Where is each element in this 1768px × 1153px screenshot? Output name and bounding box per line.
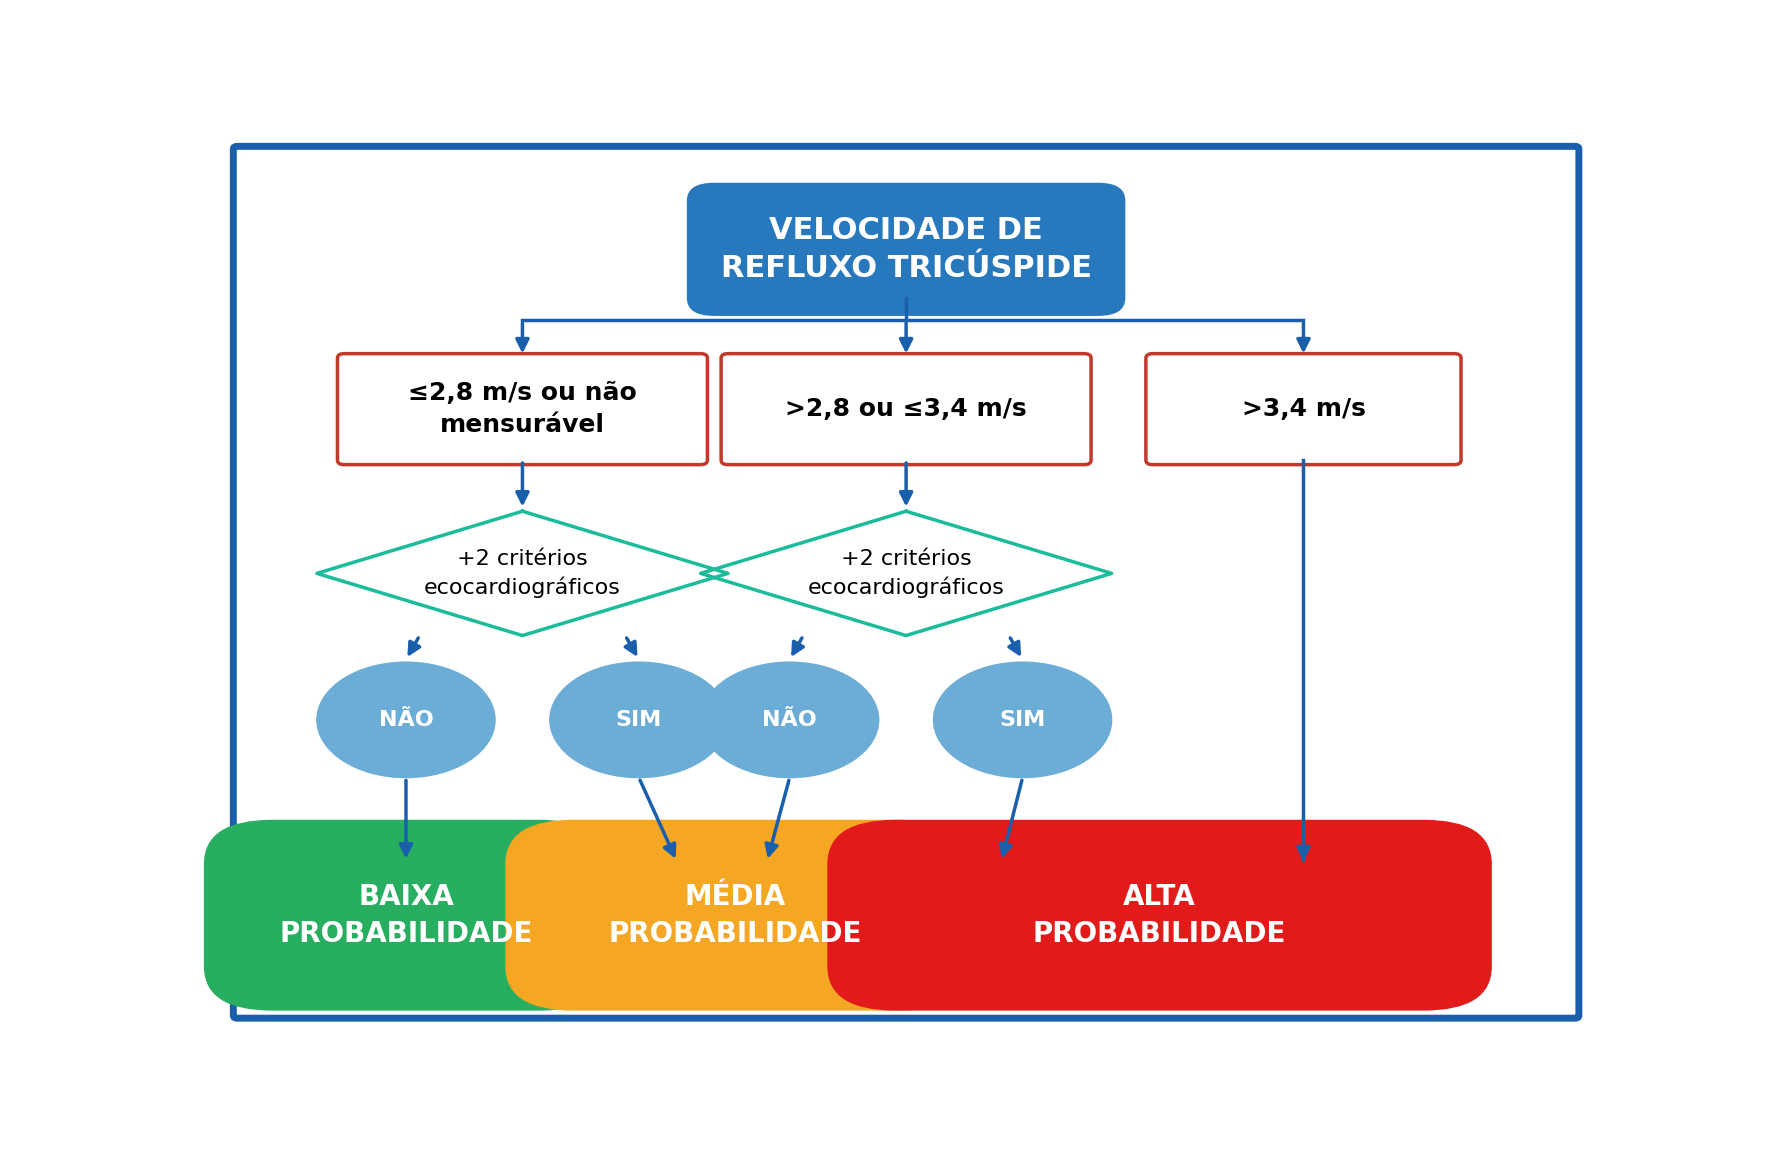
FancyBboxPatch shape [1146,354,1460,465]
FancyBboxPatch shape [203,820,608,1011]
Text: +2 critérios
ecocardiográficos: +2 critérios ecocardiográficos [808,549,1004,597]
FancyBboxPatch shape [686,183,1124,316]
FancyBboxPatch shape [338,354,707,465]
Text: >2,8 ou ≤3,4 m/s: >2,8 ou ≤3,4 m/s [785,397,1027,421]
Ellipse shape [550,662,728,777]
Text: ≤2,8 m/s ou não
mensurável: ≤2,8 m/s ou não mensurável [408,382,636,437]
FancyBboxPatch shape [506,820,964,1011]
Text: VELOCIDADE DE
REFLUXO TRICÚSPIDE: VELOCIDADE DE REFLUXO TRICÚSPIDE [721,216,1091,282]
Text: NÃO: NÃO [378,710,433,730]
FancyBboxPatch shape [721,354,1091,465]
Ellipse shape [700,662,879,777]
Polygon shape [316,511,728,635]
Text: ALTA
PROBABILIDADE: ALTA PROBABILIDADE [1033,883,1287,948]
Text: SIM: SIM [615,710,661,730]
Ellipse shape [934,662,1112,777]
Ellipse shape [316,662,495,777]
Text: BAIXA
PROBABILIDADE: BAIXA PROBABILIDADE [279,883,532,948]
Polygon shape [700,511,1112,635]
FancyBboxPatch shape [827,820,1492,1011]
Text: NÃO: NÃO [762,710,817,730]
Text: +2 critérios
ecocardiográficos: +2 critérios ecocardiográficos [424,549,621,597]
FancyBboxPatch shape [233,146,1579,1018]
Text: >3,4 m/s: >3,4 m/s [1241,397,1365,421]
Text: MÉDIA
PROBABILIDADE: MÉDIA PROBABILIDADE [608,883,861,948]
Text: SIM: SIM [999,710,1045,730]
